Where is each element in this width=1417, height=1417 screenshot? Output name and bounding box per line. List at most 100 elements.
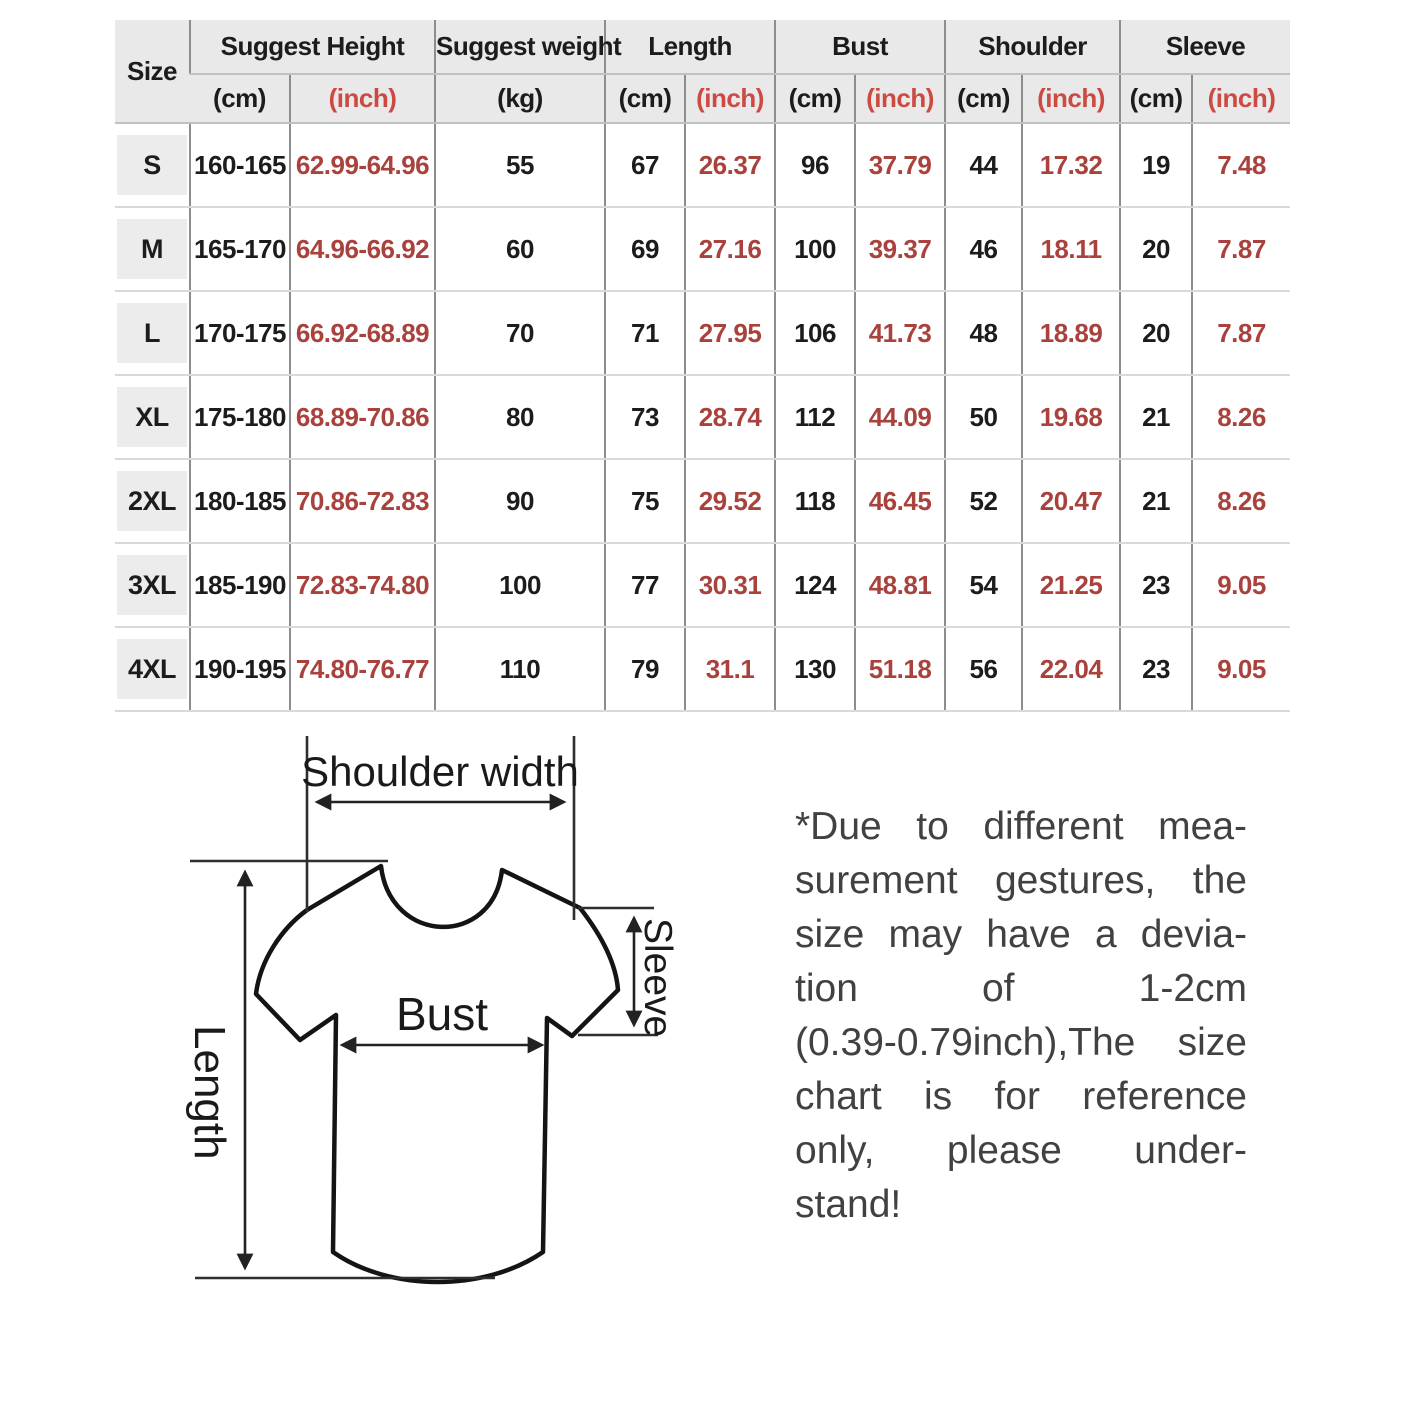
size-label: L [117,303,187,363]
measurement-note: *Due to different mea- surement gestures… [795,800,1247,1232]
cell-sleeve-cm: 23 [1119,627,1193,712]
cell-height-cm: 165-170 [189,207,290,292]
unit-weight-kg: (kg) [434,74,606,124]
cell-length-cm: 69 [604,207,686,292]
cell-bust-cm: 96 [774,123,856,208]
cell-sleeve-cm: 19 [1119,123,1193,208]
header-suggest-height: Suggest Height [188,20,436,75]
cell-weight-kg: 90 [434,459,606,544]
cell-height-cm: 180-185 [189,459,290,544]
cell-bust-inch: 51.18 [854,627,946,712]
unit-sleeve-inch: (inch) [1191,74,1291,124]
cell-length-cm: 79 [604,627,686,712]
cell-shoulder-cm: 52 [944,459,1023,544]
cell-length-inch: 30.31 [684,543,776,628]
size-label: 3XL [117,555,187,615]
cell-weight-kg: 60 [434,207,606,292]
cell-size: 4XL [115,627,190,712]
cell-weight-kg: 80 [434,375,606,460]
cell-shoulder-cm: 56 [944,627,1023,712]
size-label: M [117,219,187,279]
table-row: 2XL 180-185 70.86-72.83 90 75 29.52 118 46.45 52… [115,459,1291,544]
cell-shoulder-inch: 18.89 [1021,291,1121,376]
cell-size: S [115,123,190,208]
cell-size: 3XL [115,543,190,628]
sleeve-label: Sleeve [636,918,679,1037]
header-group-row: Size Suggest Height Suggest weight Lengt… [115,20,1291,124]
cell-weight-kg: 110 [434,627,606,712]
note-line: chart is for reference [795,1075,1247,1118]
header-length: Length [604,20,776,75]
note-line: surement gestures, the [795,859,1247,902]
size-table-body: S 160-165 62.99-64.96 55 67 26.37 96 37.79 44 17.… [115,123,1291,712]
unit-bust-cm: (cm) [774,74,856,124]
cell-bust-cm: 100 [774,207,856,292]
header-size: Size [115,20,190,124]
cell-weight-kg: 100 [434,543,606,628]
cell-length-inch: 27.16 [684,207,776,292]
cell-bust-cm: 130 [774,627,856,712]
cell-length-inch: 29.52 [684,459,776,544]
cell-height-inch: 74.80-76.77 [288,627,436,712]
cell-bust-inch: 46.45 [854,459,946,544]
header-unit-row: (cm) (inch) (kg) (cm) (inch) (cm) (inch)… [115,74,1291,124]
cell-height-cm: 175-180 [189,375,290,460]
table-row: L 170-175 66.92-68.89 70 71 27.95 106 41.73 48 18… [115,291,1291,376]
table-row: 3XL 185-190 72.83-74.80 100 77 30.31 124 48.81 5… [115,543,1291,628]
cell-bust-cm: 106 [774,291,856,376]
header-sleeve: Sleeve [1119,20,1291,75]
cell-shoulder-cm: 44 [944,123,1023,208]
table-row: S 160-165 62.99-64.96 55 67 26.37 96 37.79 44 17.… [115,123,1291,208]
unit-bust-inch: (inch) [854,74,946,124]
size-label: 2XL [117,471,187,531]
cell-height-inch: 66.92-68.89 [288,291,436,376]
unit-length-cm: (cm) [604,74,686,124]
table-row: XL 175-180 68.89-70.86 80 73 28.74 112 44.09 50 1… [115,375,1291,460]
cell-length-cm: 73 [604,375,686,460]
cell-height-cm: 190-195 [189,627,290,712]
unit-shoulder-cm: (cm) [944,74,1023,124]
cell-height-inch: 72.83-74.80 [288,543,436,628]
cell-sleeve-inch: 9.05 [1191,543,1291,628]
cell-sleeve-inch: 7.48 [1191,123,1291,208]
tshirt-measurement-diagram: Shoulder width Length Sleeve Bust [185,736,679,1285]
cell-height-cm: 170-175 [189,291,290,376]
unit-shoulder-inch: (inch) [1021,74,1121,124]
header-bust: Bust [774,20,946,75]
cell-sleeve-cm: 20 [1119,291,1193,376]
cell-shoulder-cm: 54 [944,543,1023,628]
cell-length-cm: 67 [604,123,686,208]
cell-shoulder-inch: 22.04 [1021,627,1121,712]
cell-shoulder-inch: 20.47 [1021,459,1121,544]
unit-height-inch: (inch) [288,74,436,124]
bust-label: Bust [396,988,488,1040]
cell-sleeve-inch: 7.87 [1191,207,1291,292]
cell-size: L [115,291,190,376]
cell-sleeve-inch: 9.05 [1191,627,1291,712]
size-chart-table-wrap: Size Suggest Height Suggest weight Lengt… [115,20,1291,712]
unit-height-cm: (cm) [190,74,290,124]
note-line: only, please under- [795,1129,1247,1172]
cell-sleeve-cm: 23 [1119,543,1193,628]
cell-length-inch: 26.37 [684,123,776,208]
cell-shoulder-cm: 48 [944,291,1023,376]
size-label: S [117,135,187,195]
cell-length-cm: 75 [604,459,686,544]
cell-bust-cm: 124 [774,543,856,628]
unit-length-inch: (inch) [684,74,776,124]
cell-bust-inch: 39.37 [854,207,946,292]
cell-shoulder-inch: 17.32 [1021,123,1121,208]
table-row: M 165-170 64.96-66.92 60 69 27.16 100 39.37 46 18… [115,207,1291,292]
cell-weight-kg: 55 [434,123,606,208]
note-line: *Due to different mea- [795,805,1247,848]
cell-length-inch: 28.74 [684,375,776,460]
header-shoulder: Shoulder [944,20,1121,75]
cell-height-inch: 62.99-64.96 [288,123,436,208]
cell-sleeve-cm: 21 [1119,375,1193,460]
table-row: 4XL 190-195 74.80-76.77 110 79 31.1 130 51.18 56… [115,627,1291,712]
cell-sleeve-cm: 20 [1119,207,1193,292]
cell-size: M [115,207,190,292]
cell-shoulder-inch: 21.25 [1021,543,1121,628]
cell-size: 2XL [115,459,190,544]
